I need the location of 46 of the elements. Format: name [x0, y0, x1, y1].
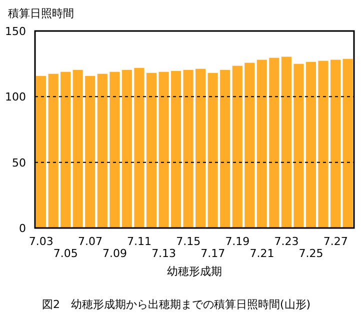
bar — [85, 76, 96, 228]
y-tick-label: 150 — [5, 25, 26, 38]
bar — [196, 68, 206, 228]
x-tick-label: 7.23 — [274, 235, 299, 248]
bar — [134, 68, 144, 228]
x-tick-label: 7.05 — [53, 247, 78, 260]
y-axis-title: 積算日照時間 — [8, 7, 74, 20]
y-tick-label: 0 — [19, 222, 26, 235]
bar — [48, 74, 58, 228]
bar — [60, 72, 71, 228]
bar — [330, 60, 341, 228]
bar — [170, 70, 182, 228]
bar — [281, 56, 292, 228]
bar — [122, 70, 132, 228]
bar — [158, 72, 169, 228]
caption: 図2 幼穂形成期から出穂期までの積算日照時間(山形) — [42, 298, 311, 311]
x-tick-label: 7.09 — [102, 247, 127, 260]
x-tick-label: 7.17 — [200, 247, 226, 260]
bar — [256, 60, 267, 228]
bar — [232, 66, 242, 228]
x-axis-title: 幼穂形成期 — [167, 265, 222, 278]
bar — [110, 72, 120, 228]
bar — [269, 58, 280, 228]
bar — [97, 74, 108, 228]
x-tick-label: 7.13 — [152, 247, 176, 260]
bar — [220, 70, 230, 228]
y-tick-label: 100 — [5, 90, 26, 104]
bar — [342, 58, 353, 228]
y-tick-label: 50 — [12, 156, 26, 170]
bar — [36, 76, 46, 228]
x-tick-label: 7.07 — [78, 235, 102, 248]
bar — [306, 62, 316, 228]
x-tick-label: 7.21 — [250, 247, 274, 260]
x-tick-label: 7.03 — [28, 235, 54, 248]
x-tick-label: 7.27 — [323, 235, 348, 248]
x-tick-label: 7.15 — [176, 235, 201, 248]
bar — [146, 72, 156, 228]
bar — [72, 70, 83, 228]
x-tick-label: 7.11 — [127, 235, 152, 248]
bar — [294, 64, 304, 228]
bar — [183, 70, 194, 228]
x-tick-label: 7.19 — [225, 235, 250, 248]
bar — [208, 72, 218, 228]
bar — [244, 62, 255, 228]
bar — [318, 60, 328, 228]
x-tick-label: 7.25 — [298, 247, 324, 260]
